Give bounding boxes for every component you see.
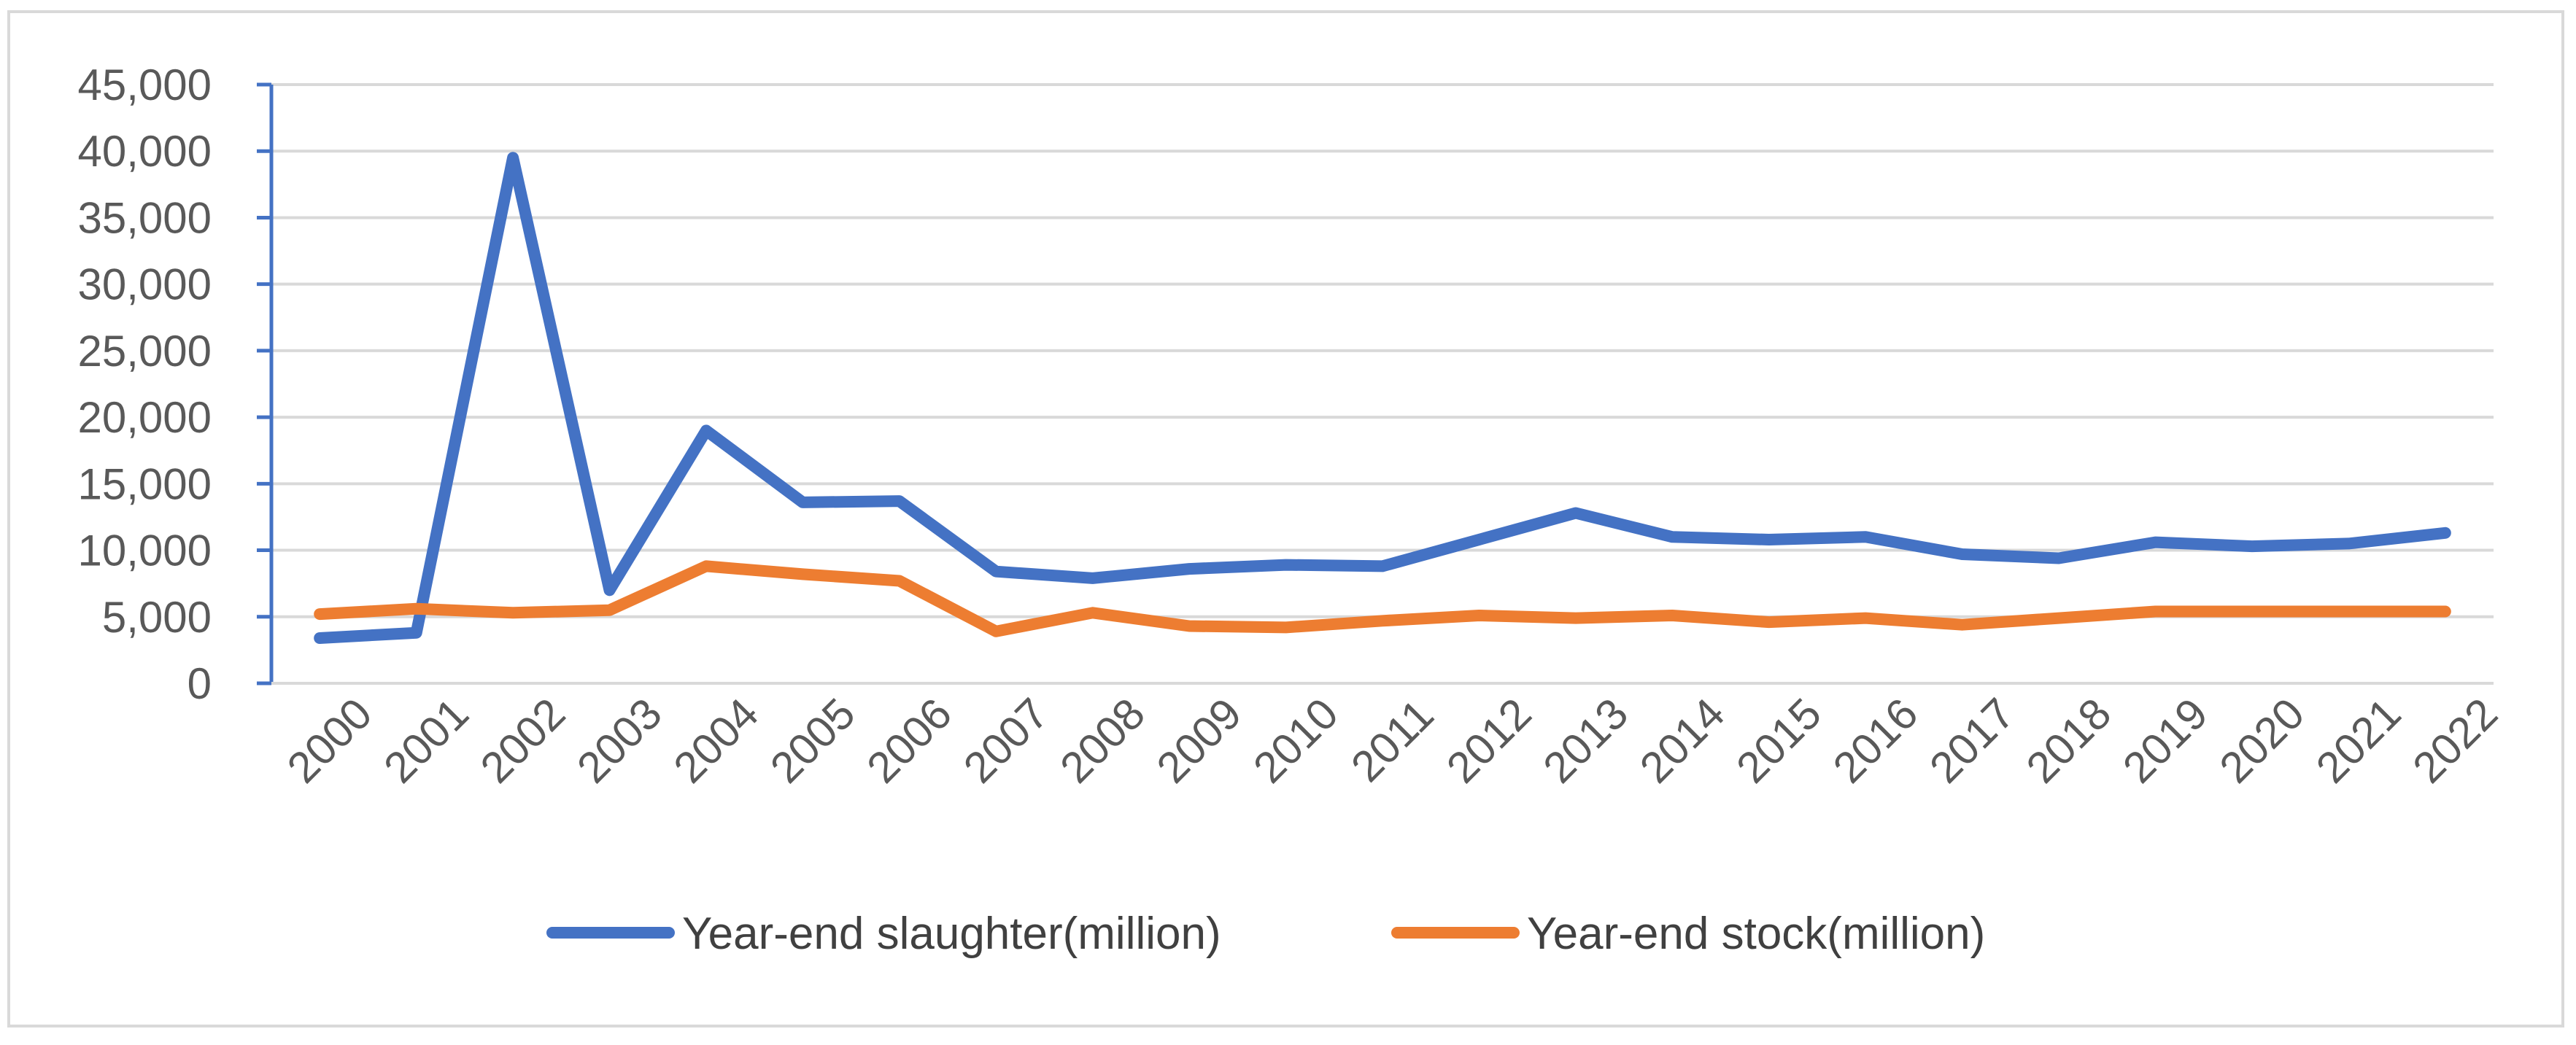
y-tick-label: 5,000 — [102, 593, 212, 642]
x-tick-label: 2010 — [1244, 689, 1347, 793]
data-point — [1188, 568, 1190, 570]
data-point — [416, 608, 417, 610]
data-point — [2251, 545, 2253, 547]
data-point — [2251, 610, 2253, 612]
data-point — [1478, 539, 1480, 540]
x-tick-label: 2018 — [2017, 689, 2121, 793]
data-point — [416, 632, 417, 634]
legend-label-stock: Year-end stock(million) — [1527, 909, 1985, 959]
data-point — [705, 430, 707, 431]
x-tick-label: 2016 — [1824, 689, 1927, 793]
data-point — [1285, 626, 1287, 628]
x-tick-label: 2021 — [2307, 689, 2410, 793]
x-tick-label: 2007 — [954, 689, 1058, 793]
y-tick-label: 25,000 — [77, 327, 212, 376]
x-tick-label: 2022 — [2403, 689, 2507, 793]
data-point — [995, 631, 997, 632]
y-tick-label: 30,000 — [77, 260, 212, 309]
y-tick-labels: 0 5,000 10,000 15,000 20,000 25,000 30,000 35,0… — [77, 61, 212, 708]
x-tick-label: 2011 — [1342, 690, 1443, 791]
legend-label-slaughter: Year-end slaughter(million) — [682, 909, 1221, 959]
data-point — [2348, 610, 2349, 612]
series-lines — [314, 152, 2451, 644]
x-tick-label: 2008 — [1051, 689, 1154, 793]
y-tick-label: 35,000 — [77, 193, 212, 242]
data-point — [1285, 564, 1287, 566]
data-point — [899, 580, 900, 582]
data-point — [1768, 539, 1770, 540]
data-point — [705, 565, 707, 567]
series-line-stock — [314, 560, 2451, 637]
data-point — [2154, 542, 2156, 543]
y-tick-label: 0 — [187, 659, 212, 708]
y-tick-label: 20,000 — [77, 393, 212, 442]
legend: Year-end slaughter(million) Year-end stoc… — [546, 909, 1985, 959]
x-tick-label: 2009 — [1148, 689, 1251, 793]
x-tick-label: 2020 — [2211, 689, 2314, 793]
data-point — [899, 500, 900, 502]
x-tick-label: 2004 — [665, 689, 768, 793]
data-point — [2154, 610, 2156, 612]
chart-frame — [7, 10, 2564, 1027]
data-point — [2348, 543, 2349, 544]
y-tick-label: 45,000 — [77, 61, 212, 109]
x-tick-label: 2017 — [1920, 689, 2024, 793]
x-tick-label: 2013 — [1533, 689, 1637, 793]
data-point — [995, 571, 997, 572]
x-tick-label: 2000 — [278, 689, 382, 793]
x-tick-labels: 2000200120022003200420052006200720082009… — [278, 689, 2507, 793]
y-tick-label: 15,000 — [77, 459, 212, 508]
data-point — [802, 573, 803, 575]
data-point — [1768, 621, 1770, 623]
x-tick-label: 2002 — [471, 689, 575, 793]
x-tick-label: 2019 — [2113, 689, 2217, 793]
x-tick-label: 2014 — [1631, 689, 1734, 793]
y-tick-label: 40,000 — [77, 127, 212, 176]
x-tick-label: 2015 — [1727, 689, 1830, 793]
axes — [257, 82, 2494, 685]
x-tick-label: 2005 — [761, 689, 865, 793]
y-tick-label: 10,000 — [77, 527, 212, 575]
data-point — [1382, 565, 1383, 567]
x-tick-label: 2001 — [374, 689, 478, 793]
x-tick-label: 2003 — [568, 689, 671, 793]
x-tick-label: 2006 — [857, 689, 961, 793]
x-tick-label: 2012 — [1437, 689, 1541, 793]
data-point — [609, 589, 611, 591]
